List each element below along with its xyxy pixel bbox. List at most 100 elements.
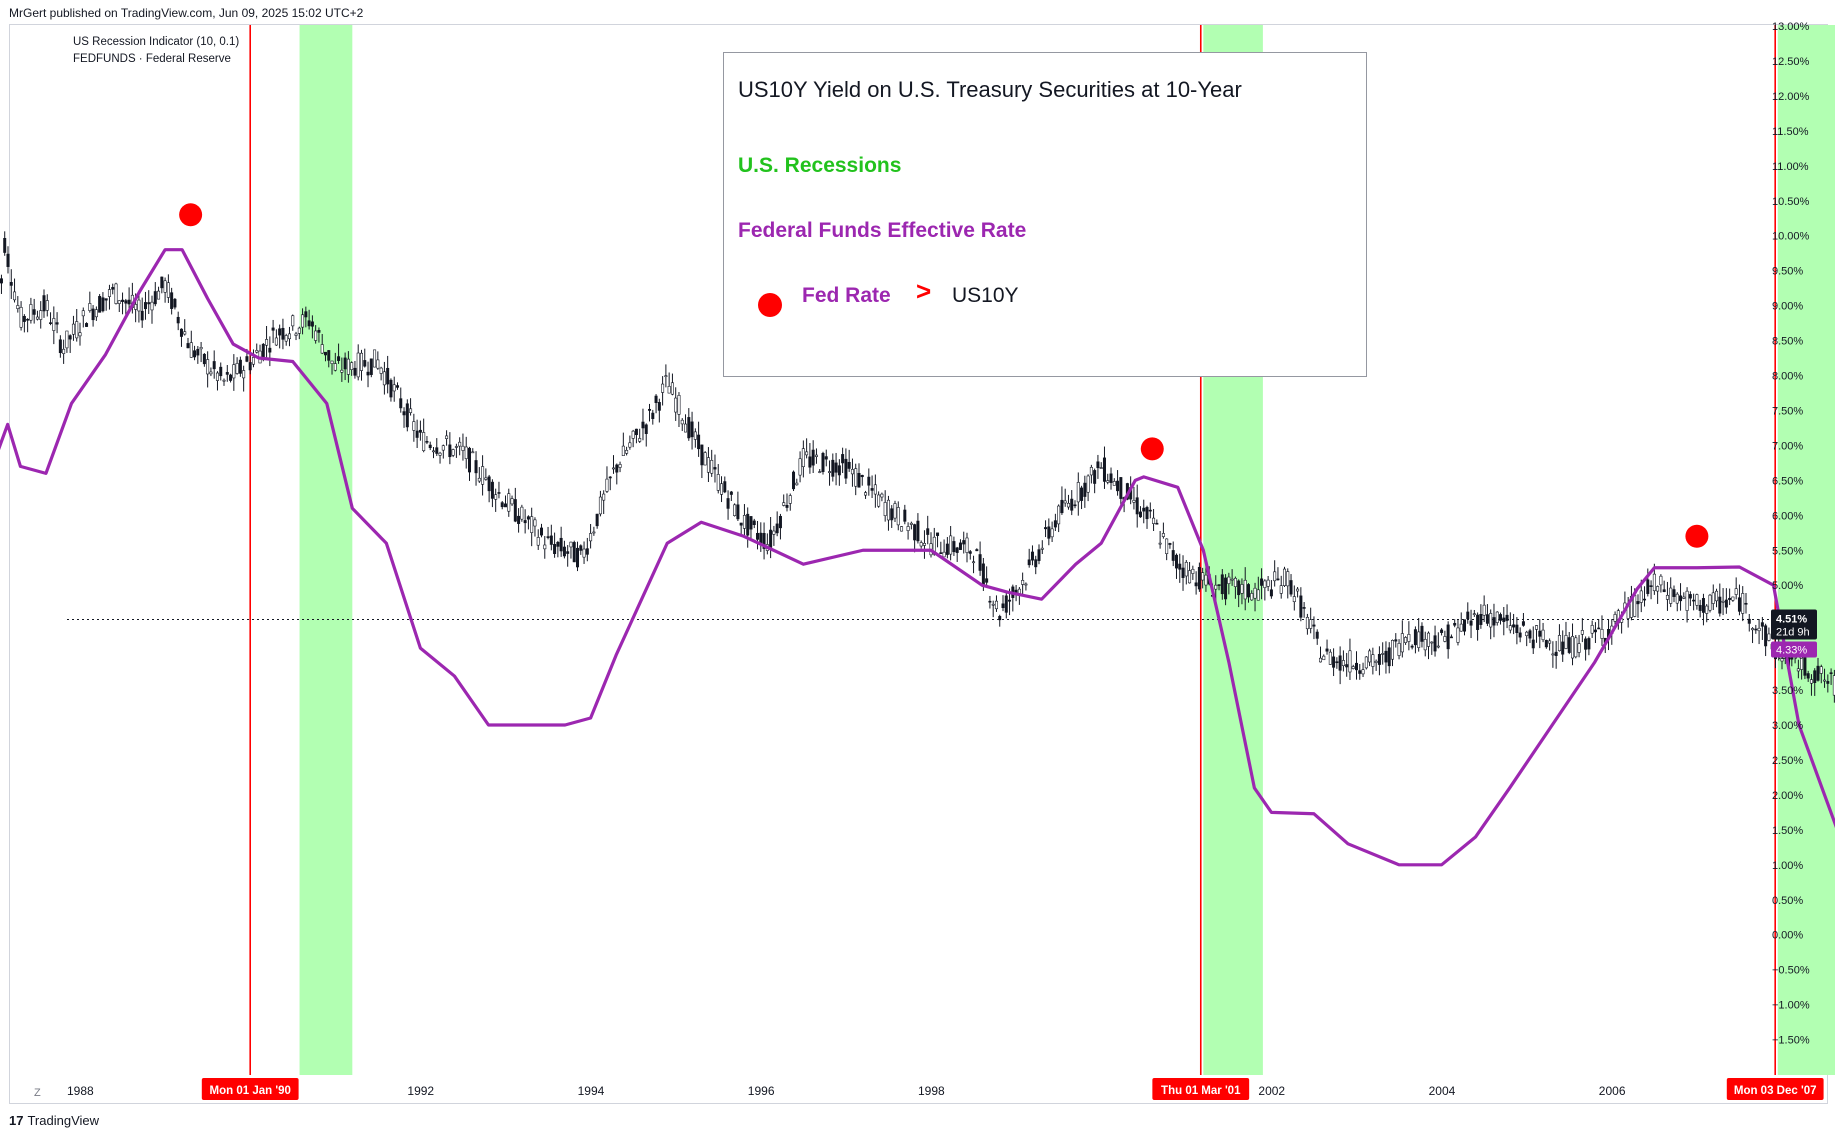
- recession-band: [1777, 25, 1835, 1075]
- us10y-candle-body: [114, 283, 118, 304]
- us10y-candle-body: [507, 493, 511, 512]
- us10y-candle-body: [157, 290, 161, 300]
- us10y-candle-body: [814, 454, 818, 457]
- us10y-candle-body: [1260, 578, 1264, 586]
- us10y-candle-body: [1315, 631, 1319, 639]
- us10y-candle-body: [26, 318, 30, 321]
- us10y-candle-body: [271, 327, 275, 331]
- us10y-candle-body: [323, 351, 327, 356]
- us10y-candle-body: [255, 350, 259, 353]
- us10y-candle-body: [448, 444, 452, 458]
- us10y-candle-body: [1286, 571, 1290, 587]
- us10y-candle-body: [1482, 604, 1486, 616]
- indicator-recession-label[interactable]: US Recession Indicator (10, 0.1): [73, 36, 240, 48]
- us10y-candle-body: [540, 527, 544, 536]
- us10y-candle-body: [1381, 653, 1385, 655]
- us10y-candle-body: [1027, 559, 1031, 566]
- us10y-candle-body: [1269, 589, 1273, 597]
- us10y-candle-body: [1145, 507, 1149, 520]
- us10y-candle-body: [638, 438, 642, 442]
- us10y-candle-body: [1535, 625, 1539, 630]
- tradingview-logo[interactable]: 17 TradingView: [9, 1113, 99, 1128]
- us10y-candle-body: [176, 316, 180, 324]
- us10y-candle-body: [1430, 641, 1434, 644]
- us10y-candle-body: [994, 600, 998, 610]
- us10y-candle-body: [1528, 630, 1532, 639]
- us10y-candle-body: [458, 441, 462, 447]
- us10y-candle-body: [494, 494, 498, 500]
- us10y-candle-body: [1233, 577, 1237, 587]
- us10y-candle-body: [896, 507, 900, 526]
- y-axis-tick-label: 7.50%: [1772, 405, 1803, 417]
- us10y-candle-body: [395, 385, 399, 388]
- us10y-candle-body: [405, 403, 409, 428]
- us10y-candle-body: [1276, 578, 1280, 581]
- us10y-candle-body: [1302, 607, 1306, 609]
- us10y-candle-body: [847, 461, 851, 469]
- us10y-candle-body: [975, 549, 979, 552]
- us10y-candle-body: [942, 551, 946, 558]
- us10y-candle-body: [1711, 592, 1715, 604]
- us10y-candle-body: [1466, 611, 1470, 620]
- us10y-candle-body: [1080, 487, 1084, 501]
- us10y-candle-body: [386, 367, 390, 385]
- us10y-candle-body: [1351, 666, 1355, 669]
- us10y-candle-body: [579, 545, 583, 551]
- us10y-candle-body: [1427, 632, 1431, 647]
- us10y-candle-body: [39, 310, 43, 320]
- us10y-candle-body: [1423, 639, 1427, 651]
- us10y-candle-body: [1479, 614, 1483, 625]
- us10y-candle-body: [1086, 475, 1090, 493]
- us10y-candle-body: [1394, 639, 1398, 642]
- us10y-candle-body: [543, 544, 547, 550]
- us10y-candle-body: [674, 397, 678, 413]
- event-date-tag: [1726, 1078, 1824, 1100]
- us10y-candle-body: [1256, 589, 1260, 601]
- us10y-candle-body: [301, 314, 305, 328]
- us10y-candle-body: [1662, 589, 1666, 593]
- us10y-candle-body: [1250, 593, 1254, 601]
- legend-box: US10Y Yield on U.S. Treasury Securities …: [723, 52, 1367, 377]
- us10y-candle-body: [1764, 625, 1768, 647]
- us10y-candle-body: [1796, 668, 1800, 672]
- us10y-candle-body: [78, 332, 82, 337]
- zoom-button: Z: [34, 1087, 41, 1099]
- us10y-candle-body: [569, 541, 573, 548]
- us10y-candle-body: [1001, 603, 1005, 609]
- us10y-candle-body: [634, 428, 638, 436]
- us10y-candle-body: [1312, 624, 1316, 627]
- x-axis-year-label: 2004: [1429, 1084, 1456, 1098]
- us10y-candle-body: [654, 395, 658, 404]
- us10y-candle-body: [9, 282, 13, 286]
- us10y-candle-body: [1823, 679, 1827, 682]
- us10y-candle-body: [1548, 640, 1552, 644]
- us10y-candle-body: [1744, 602, 1748, 605]
- us10y-candle-body: [1246, 584, 1250, 598]
- us10y-candle-body: [1135, 497, 1139, 515]
- us10y-candle-body: [1116, 480, 1120, 492]
- us10y-candle-body: [978, 554, 982, 571]
- fed-rate-label: 4.33%: [1776, 644, 1807, 656]
- us10y-candle-body: [1063, 500, 1067, 504]
- us10y-candle-body: [746, 513, 750, 536]
- fed-gt-us10y-marker: [1140, 437, 1164, 461]
- us10y-candle-body: [1171, 550, 1175, 561]
- us10y-candle-body: [1112, 481, 1116, 486]
- us10y-candle-body: [1099, 467, 1103, 469]
- us10y-candle-body: [795, 482, 799, 486]
- us10y-candle-body: [281, 327, 285, 340]
- us10y-candle-body: [562, 546, 566, 557]
- us10y-candle-body: [955, 547, 959, 553]
- indicator-fedfunds-label[interactable]: FEDFUNDS · Federal Reserve: [73, 53, 231, 65]
- us10y-candle-body: [320, 344, 324, 354]
- us10y-candle-body: [1449, 636, 1453, 639]
- us10y-candle-body: [1279, 585, 1283, 594]
- us10y-candle-body: [445, 435, 449, 439]
- us10y-candle-body: [1191, 568, 1195, 574]
- us10y-candle-body: [1639, 590, 1643, 603]
- us10y-candle-body: [1008, 599, 1012, 602]
- us10y-candle-body: [451, 449, 455, 456]
- us10y-candle-body: [1030, 551, 1034, 561]
- us10y-candle-body: [1053, 520, 1057, 528]
